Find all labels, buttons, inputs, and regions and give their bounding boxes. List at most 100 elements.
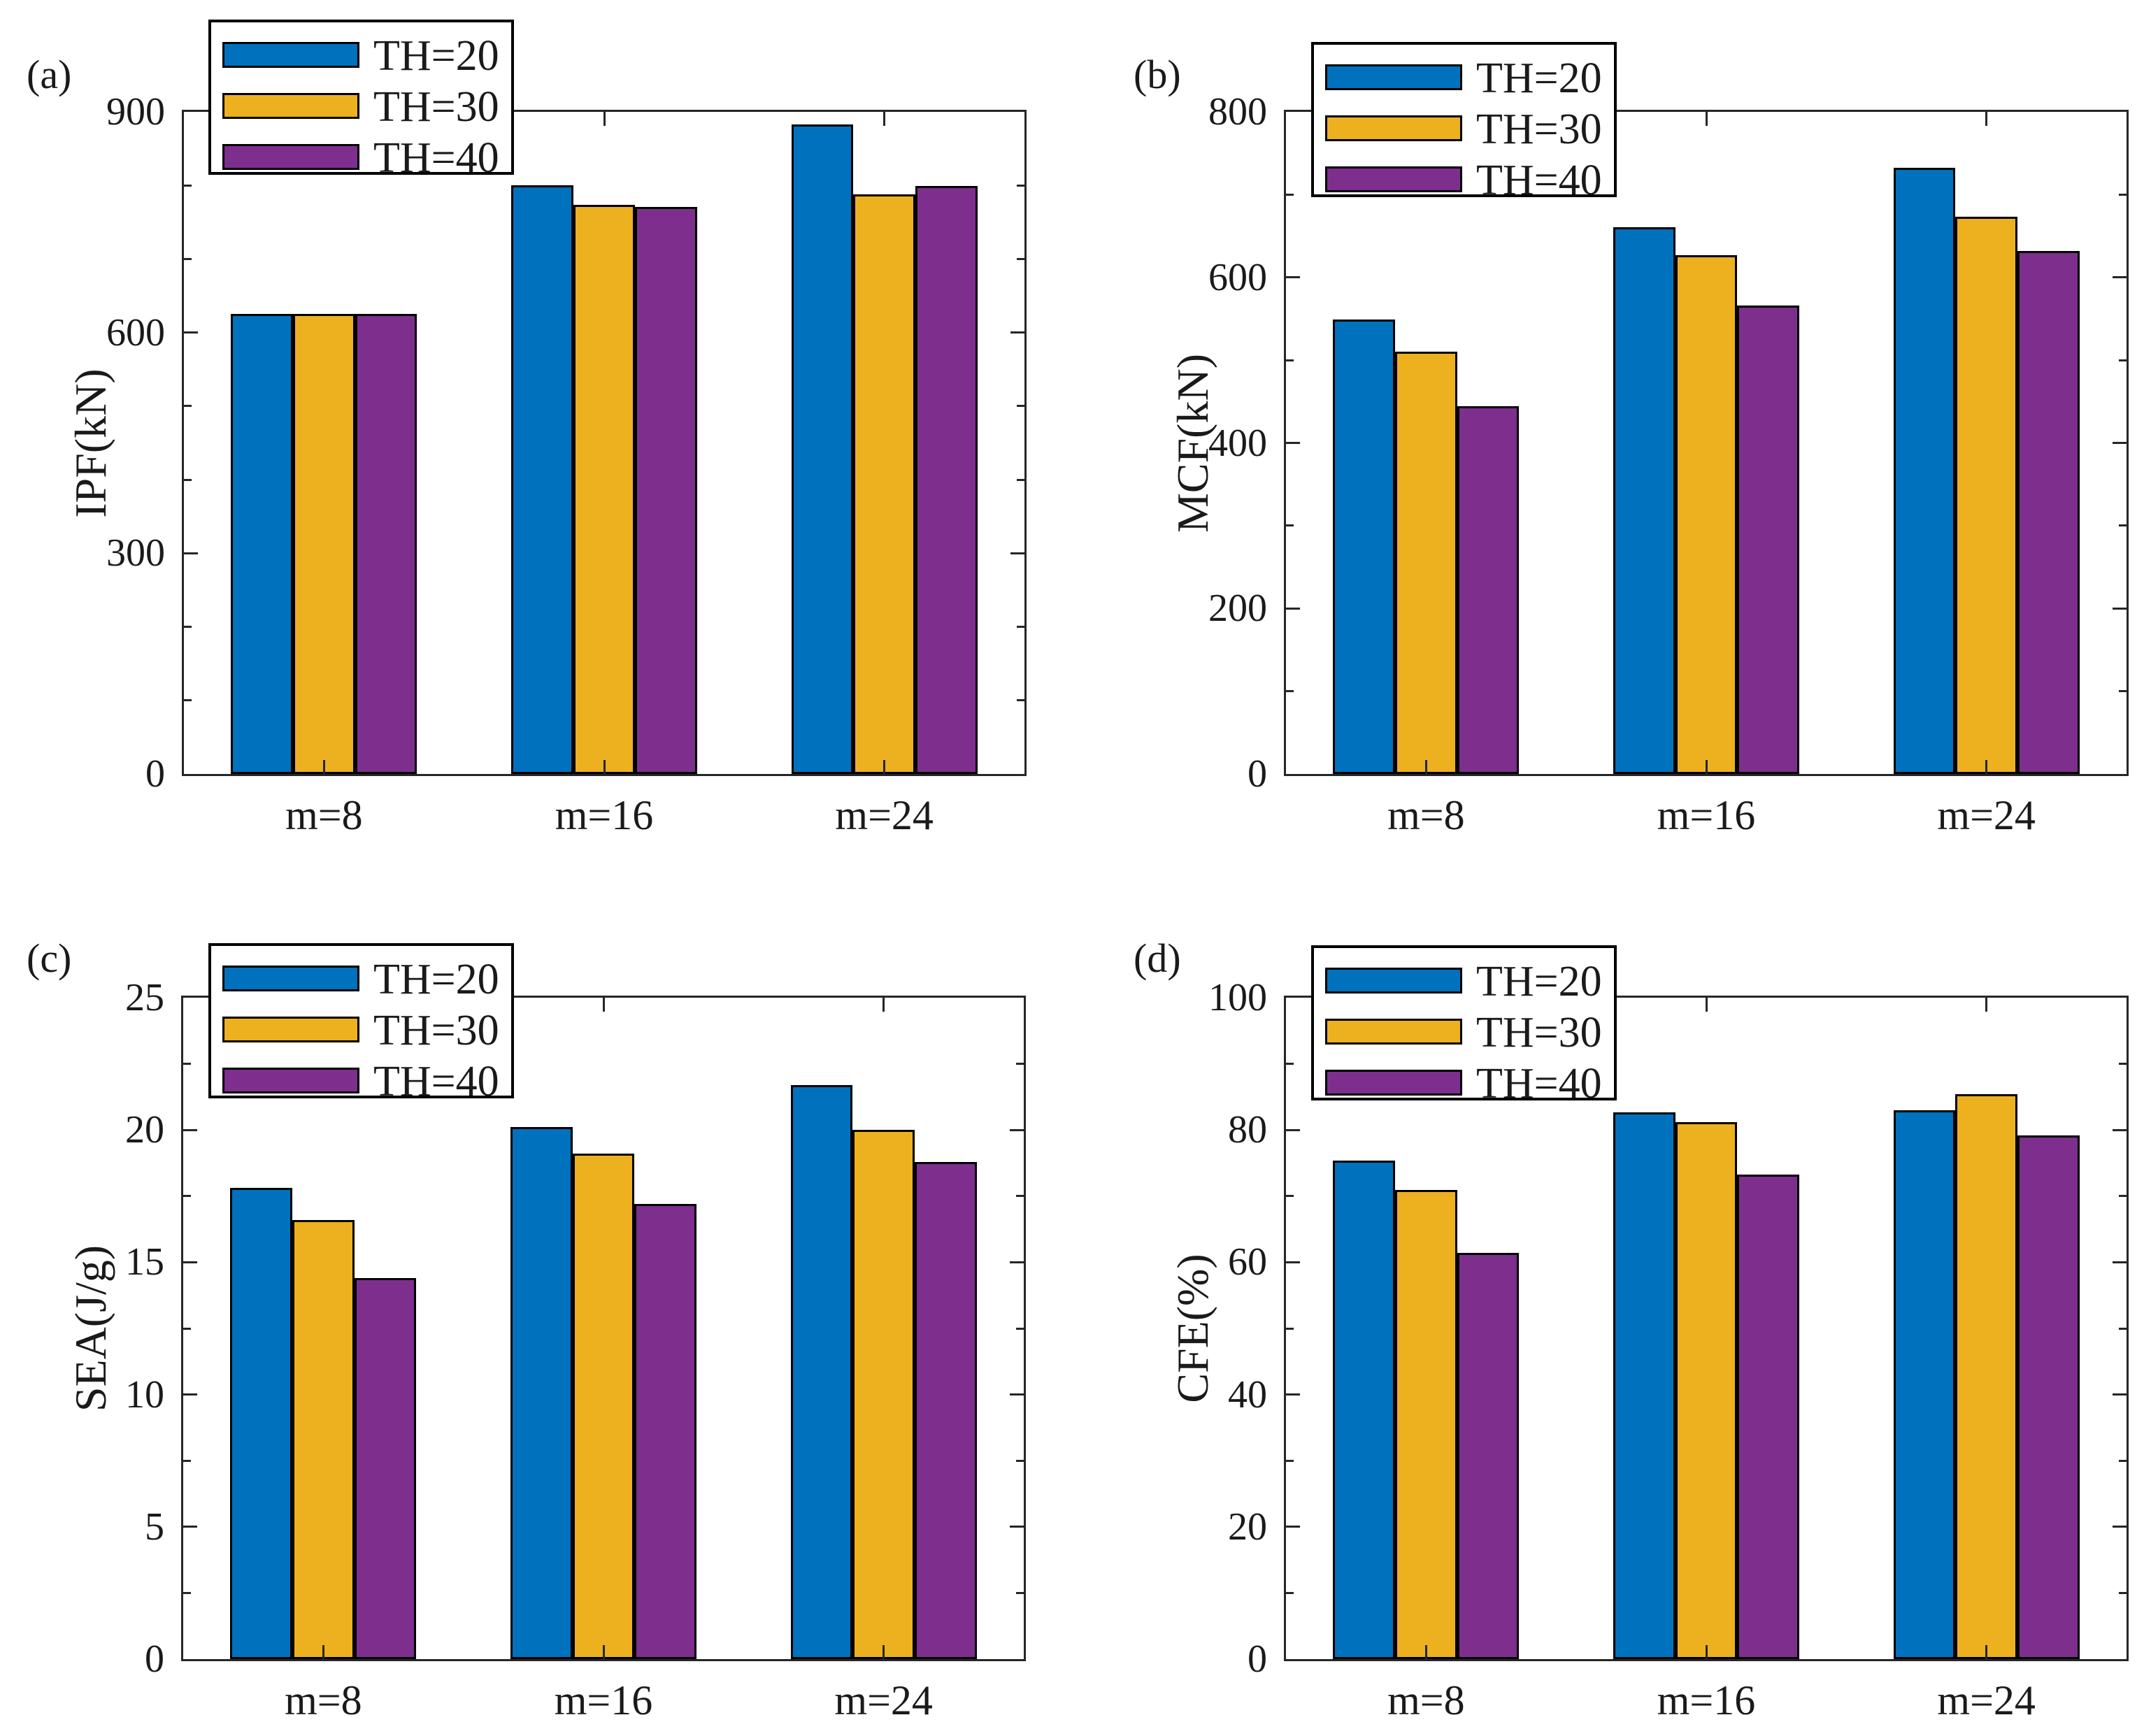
plot-area-d — [1284, 996, 2129, 1661]
x-major-tick — [882, 998, 885, 1012]
bar-b-m=8-TH=20 — [1333, 320, 1396, 774]
y-tick-label-b-400: 400 — [1208, 421, 1267, 465]
y-minor-tick — [1017, 257, 1024, 260]
bar-c-m=16-TH=20 — [510, 1127, 573, 1659]
legend-swatch-TH=40 — [222, 1067, 359, 1093]
x-tick-label-a-m=8: m=8 — [285, 792, 363, 838]
y-major-tick — [1010, 331, 1024, 334]
y-major-tick — [2113, 1393, 2127, 1396]
bar-c-m=24-TH=20 — [790, 1085, 853, 1659]
bar-d-m=24-TH=30 — [1955, 1094, 2017, 1659]
y-minor-tick — [2119, 1327, 2127, 1330]
legend-label-TH=20: TH=20 — [373, 956, 499, 1003]
bar-a-m=8-TH=30 — [293, 314, 355, 774]
y-tick-label-d-20: 20 — [1228, 1505, 1267, 1549]
y-minor-tick — [1017, 405, 1024, 408]
bar-a-m=24-TH=20 — [791, 124, 854, 774]
y-tick-label-c-20: 20 — [125, 1108, 164, 1152]
y-tick-label-d-80: 80 — [1228, 1108, 1267, 1152]
bar-c-m=24-TH=30 — [852, 1130, 915, 1659]
legend-swatch-TH=30 — [1325, 1018, 1462, 1045]
y-tick-label-c-25: 25 — [125, 976, 164, 1019]
x-major-tick — [1705, 112, 1708, 126]
x-tick-label-a-m=16: m=16 — [555, 792, 654, 838]
bar-c-m=8-TH=30 — [292, 1220, 355, 1659]
y-major-tick — [184, 552, 198, 554]
x-tick-label-b-m=8: m=8 — [1387, 792, 1465, 838]
legend-swatch-TH=30 — [1325, 115, 1462, 141]
legend-label-TH=30: TH=30 — [1476, 106, 1602, 153]
legend-a: TH=20 TH=30 TH=40 — [208, 20, 514, 180]
y-minor-tick — [1017, 699, 1024, 702]
bar-d-m=8-TH=40 — [1457, 1253, 1520, 1659]
x-major-tick — [602, 998, 605, 1012]
legend-label-TH=40: TH=40 — [373, 134, 499, 182]
bar-d-m=16-TH=20 — [1613, 1112, 1675, 1659]
y-minor-tick — [1286, 1591, 1294, 1594]
legend-label-TH=40: TH=40 — [373, 1058, 499, 1105]
y-major-tick — [1286, 276, 1300, 279]
x-major-tick — [1424, 760, 1427, 774]
y-minor-tick — [183, 1459, 191, 1462]
y-tick-label-a-300: 300 — [106, 531, 165, 575]
x-major-tick — [1424, 1645, 1427, 1659]
y-minor-tick — [1286, 1459, 1294, 1462]
x-tick-label-c-m=24: m=24 — [834, 1677, 933, 1723]
y-major-tick — [1010, 1128, 1024, 1131]
y-minor-tick — [184, 699, 192, 702]
y-tick-label-a-0: 0 — [145, 752, 165, 796]
legend-label-TH=40: TH=40 — [1476, 1060, 1602, 1107]
y-tick-label-d-60: 60 — [1228, 1240, 1267, 1284]
y-minor-tick — [184, 257, 192, 260]
legend-swatch-TH=20 — [222, 41, 359, 68]
y-major-tick — [183, 1526, 197, 1528]
legend-label-TH=30: TH=30 — [373, 1007, 499, 1054]
y-minor-tick — [1016, 1195, 1024, 1198]
y-major-tick — [1010, 1261, 1024, 1263]
bar-d-m=24-TH=40 — [2017, 1135, 2080, 1659]
bar-b-m=24-TH=40 — [2017, 251, 2080, 774]
y-minor-tick — [1016, 1327, 1024, 1330]
x-major-tick — [1985, 1645, 1988, 1659]
x-major-tick — [1985, 760, 1988, 774]
panel-letter-a: (a) — [27, 52, 72, 97]
y-minor-tick — [1017, 184, 1024, 187]
x-tick-label-b-m=16: m=16 — [1657, 792, 1756, 838]
x-tick-label-d-m=24: m=24 — [1937, 1677, 2036, 1723]
y-tick-label-b-200: 200 — [1208, 587, 1267, 631]
x-major-tick — [322, 1645, 324, 1659]
y-minor-tick — [1017, 478, 1024, 481]
bar-a-m=16-TH=40 — [635, 207, 697, 774]
y-minor-tick — [184, 184, 192, 187]
y-major-tick — [2113, 442, 2127, 444]
legend-swatch-TH=40 — [1325, 166, 1462, 192]
y-minor-tick — [2119, 1063, 2127, 1066]
bar-b-m=16-TH=40 — [1737, 306, 1799, 774]
legend-swatch-TH=40 — [222, 143, 359, 170]
bar-c-m=8-TH=40 — [354, 1278, 417, 1659]
bar-c-m=16-TH=30 — [572, 1154, 635, 1659]
y-major-tick — [1010, 1393, 1024, 1396]
x-major-tick — [883, 760, 886, 774]
x-major-tick — [883, 112, 886, 126]
y-tick-label-a-600: 600 — [106, 310, 165, 354]
y-minor-tick — [184, 405, 192, 408]
x-major-tick — [1705, 998, 1708, 1012]
y-minor-tick — [1286, 524, 1294, 527]
bar-c-m=16-TH=40 — [634, 1204, 696, 1659]
y-tick-label-c-5: 5 — [145, 1505, 164, 1549]
bar-d-m=16-TH=30 — [1675, 1122, 1738, 1659]
legend-swatch-TH=20 — [1325, 967, 1462, 993]
bar-a-m=8-TH=20 — [231, 314, 294, 774]
y-tick-label-a-900: 900 — [106, 90, 165, 134]
bar-a-m=16-TH=20 — [511, 185, 573, 774]
bar-a-m=8-TH=40 — [355, 314, 417, 774]
y-minor-tick — [1286, 690, 1294, 693]
y-minor-tick — [1016, 1459, 1024, 1462]
y-major-tick — [1286, 1393, 1300, 1396]
y-minor-tick — [184, 478, 192, 481]
x-major-tick — [603, 112, 606, 126]
x-major-tick — [882, 1645, 885, 1659]
y-minor-tick — [2119, 1195, 2127, 1198]
